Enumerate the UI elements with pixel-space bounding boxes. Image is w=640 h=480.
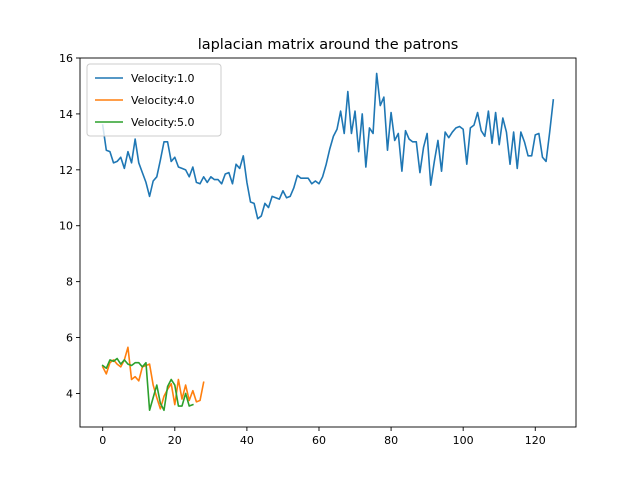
y-tick-label: 10: [59, 220, 73, 233]
x-tick-label: 60: [312, 434, 326, 447]
series-line-2: [101, 346, 205, 410]
x-tick-label: 0: [99, 434, 106, 447]
plot-lines: [101, 72, 555, 412]
y-tick-label: 14: [59, 108, 73, 121]
x-tick-label: 100: [453, 434, 474, 447]
y-tick-label: 6: [66, 332, 73, 345]
legend: Velocity:1.0 Velocity:4.0 Velocity:5.0: [86, 63, 222, 137]
x-tick-label: 80: [384, 434, 398, 447]
legend-box: [86, 63, 222, 137]
axes-frame: [79, 57, 577, 428]
legend-label-3: Velocity:5.0: [131, 116, 195, 129]
y-tick-label: 12: [59, 164, 73, 177]
series-line-3: [101, 357, 194, 412]
legend-label-2: Velocity:4.0: [131, 94, 195, 107]
x-tick-label: 120: [525, 434, 546, 447]
chart-title: laplacian matrix around the patrons: [198, 37, 459, 53]
x-tick-label: 20: [168, 434, 182, 447]
y-tick-label: 8: [66, 276, 73, 289]
legend-label-1: Velocity:1.0: [131, 72, 195, 85]
x-tick-label: 40: [240, 434, 254, 447]
y-tick-label: 4: [66, 387, 73, 400]
series-line-1: [101, 72, 555, 220]
axes: 0 20 40 60 80 100 120 4 6 8 10 12 14 16: [59, 52, 577, 447]
y-tick-label: 16: [59, 52, 73, 65]
